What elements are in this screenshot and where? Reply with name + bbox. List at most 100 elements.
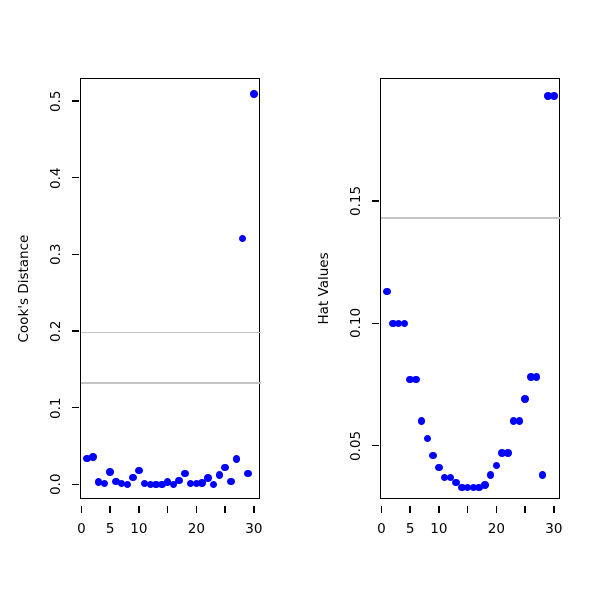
data-point — [544, 92, 552, 100]
data-point — [250, 90, 258, 98]
y-axis-tick — [72, 176, 79, 179]
cooks-distance-axis-title: Cook's Distance — [15, 234, 32, 343]
x-axis-tick — [495, 505, 498, 513]
y-axis-tick-label: 0.2 — [47, 320, 64, 342]
data-point — [498, 449, 506, 457]
y-axis-tick — [72, 406, 79, 409]
x-axis-tick — [80, 505, 83, 513]
data-point — [446, 473, 455, 482]
data-point — [515, 417, 524, 425]
data-point — [244, 469, 252, 478]
reference-line — [80, 382, 261, 384]
x-axis-tick — [109, 505, 111, 513]
data-point — [186, 479, 195, 488]
x-axis-tick-label: 20 — [187, 521, 205, 537]
y-axis-tick — [72, 100, 79, 102]
x-axis-tick-label: 0 — [377, 521, 386, 537]
x-axis-tick — [224, 505, 226, 513]
y-axis-tick-label: 0.3 — [47, 243, 64, 266]
data-point — [94, 478, 103, 486]
data-point — [550, 92, 558, 100]
data-point — [215, 471, 224, 479]
data-point — [198, 479, 206, 487]
x-axis-tick — [409, 505, 411, 513]
data-point — [504, 449, 512, 457]
data-point — [117, 479, 126, 488]
data-point — [463, 483, 472, 492]
data-point — [232, 455, 241, 463]
data-point — [152, 480, 160, 489]
x-axis-tick — [438, 505, 440, 513]
x-axis-tick — [380, 505, 383, 513]
x-axis-tick-label: 20 — [487, 521, 505, 537]
data-point — [129, 473, 137, 482]
data-point — [475, 483, 483, 492]
data-point — [181, 469, 189, 478]
x-axis-tick-label: 5 — [105, 521, 115, 537]
data-point — [146, 480, 155, 489]
data-point — [209, 480, 218, 489]
x-axis-tick — [195, 505, 198, 513]
hat-values-axis-title: Hat Values — [315, 252, 332, 325]
reference-line — [380, 217, 561, 219]
y-axis-tick-label: 0.10 — [347, 308, 364, 339]
data-point — [429, 451, 437, 460]
y-axis-tick — [372, 322, 379, 325]
y-axis-tick-label: 0.1 — [47, 396, 64, 419]
data-point — [435, 463, 443, 472]
data-point — [440, 473, 449, 482]
y-axis-tick-label: 0.15 — [347, 186, 364, 217]
data-point — [221, 463, 229, 472]
data-point — [492, 461, 501, 469]
data-point — [389, 319, 397, 328]
x-axis-tick — [138, 505, 140, 513]
x-axis-tick — [466, 505, 469, 513]
x-axis-tick — [253, 505, 255, 513]
x-axis-tick-label: 0 — [77, 521, 86, 537]
data-point — [458, 483, 466, 492]
y-axis-tick — [372, 200, 379, 202]
data-point — [383, 287, 391, 296]
data-point — [169, 480, 178, 489]
y-axis-tick-label: 0.4 — [47, 166, 64, 189]
data-point — [509, 417, 518, 425]
reference-line — [80, 331, 261, 334]
data-point — [140, 479, 149, 488]
x-axis-tick-label: 10 — [130, 521, 148, 537]
y-axis-tick — [372, 444, 379, 447]
x-axis-tick — [524, 505, 526, 513]
x-axis-tick-label: 30 — [245, 521, 263, 537]
data-point — [481, 481, 489, 489]
x-axis-tick-label: 5 — [405, 521, 415, 537]
data-point — [158, 480, 166, 489]
data-point — [89, 453, 97, 461]
data-point — [238, 234, 247, 243]
data-point — [135, 466, 143, 475]
x-axis-tick-label: 30 — [545, 521, 563, 537]
data-point — [100, 479, 109, 488]
data-point — [227, 477, 235, 486]
y-axis-tick — [72, 483, 79, 486]
y-axis-tick — [72, 330, 79, 332]
x-axis-tick — [553, 505, 555, 513]
y-axis-tick-label: 0.5 — [47, 90, 64, 112]
data-point — [83, 454, 91, 463]
data-point — [486, 471, 495, 479]
data-point — [106, 468, 114, 476]
hat-values-plot: Hat Values 0 5 10 20 30 0.05 0.10 0.15 — [316, 77, 562, 537]
y-axis-tick-label: 0.0 — [47, 473, 64, 496]
data-point — [394, 319, 403, 328]
data-point — [412, 375, 420, 384]
x-axis-tick — [166, 505, 169, 513]
y-axis-tick-label: 0.05 — [347, 430, 364, 461]
data-point — [204, 474, 212, 482]
data-point — [123, 480, 132, 489]
data-point — [469, 483, 478, 492]
data-point — [532, 373, 541, 381]
data-point — [163, 478, 172, 486]
data-point — [400, 319, 409, 328]
cooks-distance-plot: Cook's Distance 0 5 10 20 30 0.0 0.1 0.2 0.3 0.4 0… — [16, 77, 262, 537]
data-point — [192, 479, 201, 488]
data-point — [175, 476, 183, 485]
data-point — [112, 477, 120, 486]
